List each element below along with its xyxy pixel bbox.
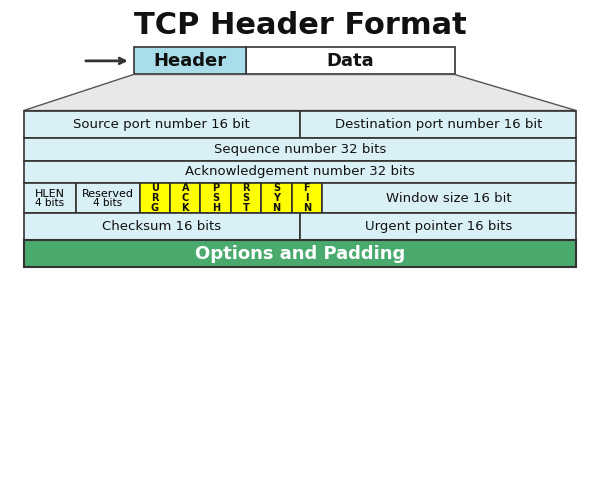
- Text: S: S: [242, 193, 250, 203]
- FancyBboxPatch shape: [247, 48, 455, 74]
- FancyBboxPatch shape: [134, 48, 247, 74]
- Text: A: A: [182, 183, 189, 193]
- Text: S: S: [273, 183, 280, 193]
- Text: T: T: [243, 203, 250, 213]
- Text: I: I: [305, 193, 308, 203]
- Text: Destination port number 16 bit: Destination port number 16 bit: [335, 118, 542, 130]
- Text: Window size 16 bit: Window size 16 bit: [386, 192, 512, 204]
- Text: Source port number 16 bit: Source port number 16 bit: [73, 118, 250, 130]
- Text: Options and Padding: Options and Padding: [195, 244, 405, 262]
- Text: Y: Y: [273, 193, 280, 203]
- Text: 4 bits: 4 bits: [35, 198, 64, 208]
- Text: Acknowledgement number 32 bits: Acknowledgement number 32 bits: [185, 166, 415, 178]
- FancyBboxPatch shape: [23, 213, 300, 240]
- Text: N: N: [272, 203, 281, 213]
- Text: F: F: [304, 183, 310, 193]
- Text: Checksum 16 bits: Checksum 16 bits: [102, 220, 221, 233]
- FancyBboxPatch shape: [200, 183, 231, 213]
- Text: C: C: [182, 193, 189, 203]
- FancyBboxPatch shape: [23, 183, 76, 213]
- FancyBboxPatch shape: [23, 160, 577, 183]
- Text: K: K: [182, 203, 189, 213]
- Text: Data: Data: [327, 52, 374, 70]
- Text: N: N: [303, 203, 311, 213]
- FancyBboxPatch shape: [76, 183, 140, 213]
- Text: P: P: [212, 183, 219, 193]
- FancyBboxPatch shape: [292, 183, 322, 213]
- Polygon shape: [23, 74, 577, 110]
- Text: Reserved: Reserved: [82, 189, 134, 199]
- Text: TCP Header Format: TCP Header Format: [134, 10, 466, 40]
- FancyBboxPatch shape: [300, 110, 577, 138]
- FancyBboxPatch shape: [140, 183, 170, 213]
- Text: R: R: [242, 183, 250, 193]
- FancyBboxPatch shape: [23, 240, 577, 268]
- Text: U: U: [151, 183, 159, 193]
- Text: H: H: [212, 203, 220, 213]
- Text: HLEN: HLEN: [35, 189, 65, 199]
- FancyBboxPatch shape: [300, 213, 577, 240]
- Text: R: R: [151, 193, 158, 203]
- Text: Urgent pointer 16 bits: Urgent pointer 16 bits: [365, 220, 512, 233]
- FancyBboxPatch shape: [262, 183, 292, 213]
- FancyBboxPatch shape: [23, 138, 577, 160]
- Text: Header: Header: [154, 52, 227, 70]
- Text: Sequence number 32 bits: Sequence number 32 bits: [214, 142, 386, 156]
- Text: G: G: [151, 203, 159, 213]
- FancyBboxPatch shape: [23, 110, 300, 138]
- Text: S: S: [212, 193, 219, 203]
- FancyBboxPatch shape: [322, 183, 577, 213]
- Text: 4 bits: 4 bits: [94, 198, 122, 208]
- FancyBboxPatch shape: [231, 183, 262, 213]
- FancyBboxPatch shape: [170, 183, 200, 213]
